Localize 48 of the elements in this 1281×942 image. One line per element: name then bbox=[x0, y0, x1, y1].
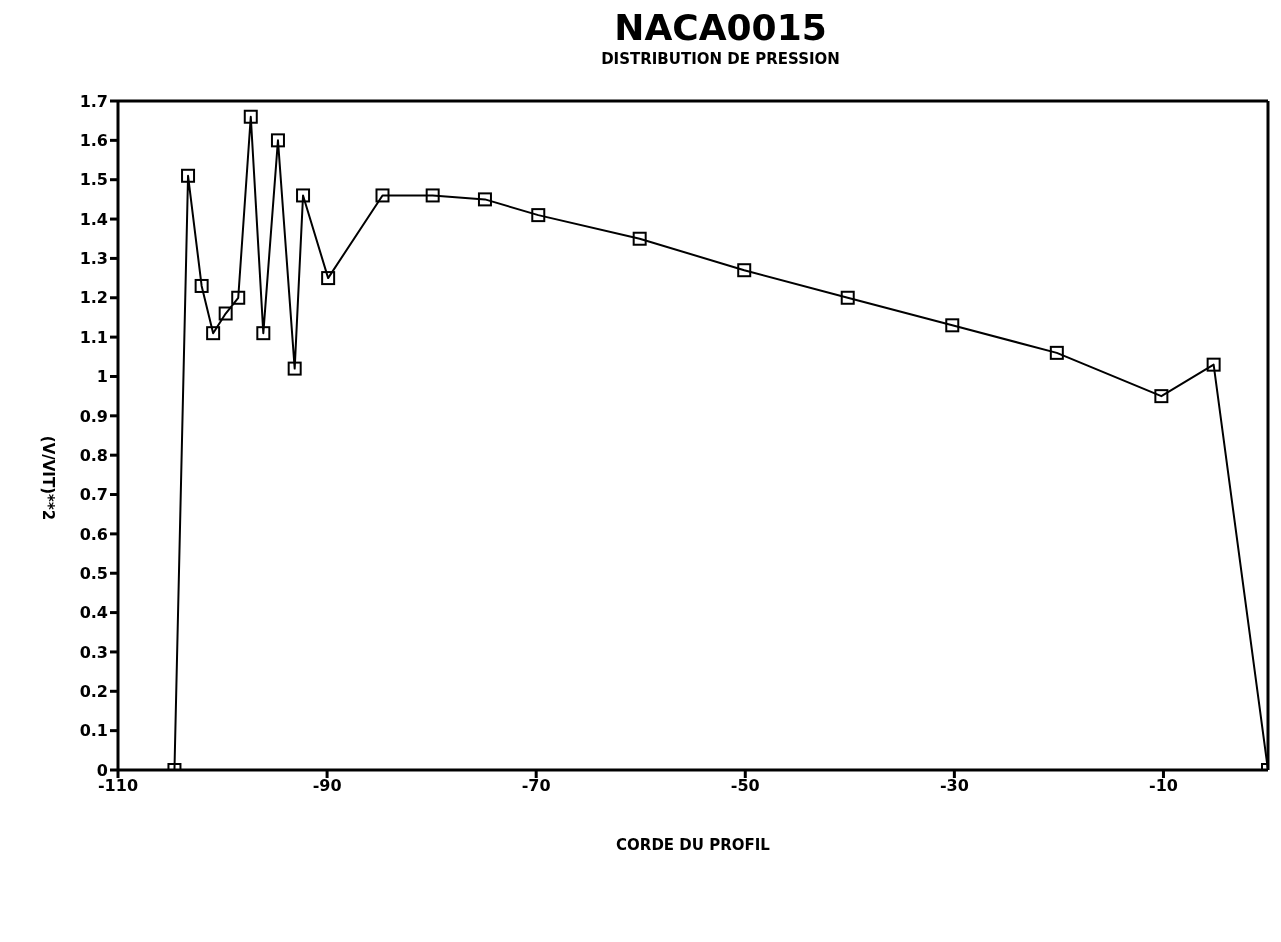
y-tick-label: 0.3 bbox=[79, 642, 108, 662]
x-axis-title: CORDE DU PROFIL bbox=[616, 836, 771, 854]
point bbox=[737, 263, 752, 278]
x-tick-label: -30 bbox=[939, 776, 969, 796]
y-tick-label: 1.1 bbox=[79, 327, 108, 347]
point bbox=[1206, 357, 1221, 372]
point bbox=[321, 271, 336, 286]
point bbox=[296, 188, 311, 203]
y-tick-label: 0.1 bbox=[79, 721, 108, 741]
y-tick-label: 0.5 bbox=[79, 563, 108, 583]
point bbox=[840, 290, 855, 305]
point bbox=[375, 188, 390, 203]
point bbox=[1154, 389, 1169, 404]
x-tick-label: -10 bbox=[1149, 776, 1178, 796]
y-tick-label: 0.6 bbox=[79, 524, 108, 544]
y-tick-label: 1.2 bbox=[79, 288, 108, 308]
point bbox=[287, 361, 302, 376]
y-tick-label: 0.7 bbox=[79, 485, 108, 505]
point bbox=[206, 326, 221, 341]
x-tick-label: -50 bbox=[730, 776, 760, 796]
point bbox=[425, 188, 440, 203]
chart-title: NACA0015 bbox=[613, 7, 828, 48]
point bbox=[181, 168, 196, 183]
chart-subtitle: DISTRIBUTION DE PRESSION bbox=[600, 49, 841, 70]
y-tick-label: 1.3 bbox=[79, 249, 108, 269]
point bbox=[945, 318, 960, 333]
y-tick-label: 1.7 bbox=[79, 91, 108, 111]
point bbox=[231, 290, 246, 305]
point bbox=[531, 208, 546, 223]
y-tick-label: 1 bbox=[96, 367, 108, 387]
x-tick-label: -90 bbox=[312, 776, 342, 796]
point bbox=[477, 192, 492, 207]
y-tick-label: 1.4 bbox=[79, 209, 108, 229]
point bbox=[218, 306, 233, 321]
y-tick-label: 1.5 bbox=[79, 170, 108, 190]
y-tick-label: 0.2 bbox=[79, 681, 108, 701]
point bbox=[632, 231, 647, 246]
point bbox=[243, 109, 258, 124]
point bbox=[270, 133, 285, 148]
y-tick-label: 0.8 bbox=[79, 445, 108, 465]
x-tick-label: -70 bbox=[521, 776, 551, 796]
y-axis-title: (V/VIT)**2 bbox=[39, 435, 57, 521]
y-tick-label: 1.6 bbox=[79, 131, 108, 151]
y-tick-label: 0.4 bbox=[79, 603, 108, 623]
point bbox=[256, 326, 271, 341]
y-tick-label: 0.9 bbox=[79, 406, 108, 426]
point bbox=[194, 278, 209, 293]
point bbox=[1049, 345, 1064, 360]
